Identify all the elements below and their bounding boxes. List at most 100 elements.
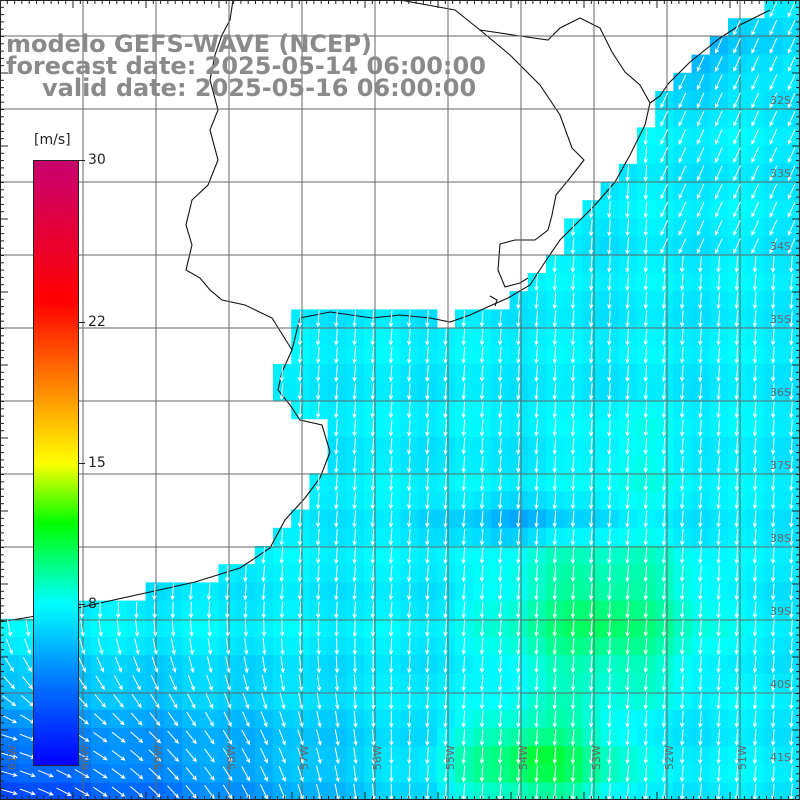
wind-arrow	[588, 292, 594, 310]
wind-arrow	[770, 547, 776, 565]
wind-arrow	[789, 583, 794, 601]
wind-arrow	[752, 274, 758, 292]
wind-arrow	[425, 328, 430, 346]
wind-arrow	[787, 147, 796, 164]
wind-arrow	[461, 510, 466, 528]
wind-arrow	[588, 765, 594, 783]
wind-arrow	[661, 547, 667, 565]
wind-arrow	[770, 765, 776, 783]
wind-arrow	[769, 238, 778, 255]
wind-arrow	[479, 729, 485, 747]
wind-arrow	[570, 601, 576, 619]
wind-arrow	[661, 656, 667, 674]
wind-arrow	[734, 565, 739, 583]
wind-arrow	[570, 219, 576, 237]
wind-arrow	[443, 456, 448, 474]
wind-arrow	[370, 510, 375, 528]
wind-arrow	[770, 674, 776, 692]
wind-arrow	[552, 456, 557, 474]
wind-arrow	[789, 765, 794, 783]
latitude-label: 41S	[770, 751, 791, 764]
wind-arrow	[479, 437, 485, 456]
wind-arrow	[534, 674, 539, 692]
longitude-label: 53W	[590, 745, 603, 770]
wind-arrow	[497, 656, 503, 674]
wind-arrow	[334, 492, 339, 510]
wind-arrow	[643, 383, 648, 401]
wind-arrow	[643, 474, 648, 492]
wind-arrow	[407, 674, 412, 692]
wind-arrow	[734, 365, 739, 383]
wind-arrow	[570, 565, 576, 583]
wind-arrow	[770, 729, 776, 747]
wind-arrow	[297, 510, 303, 528]
wind-arrow	[698, 492, 703, 510]
latitude-label: 35S	[770, 313, 791, 326]
wind-arrow	[625, 237, 630, 255]
wind-arrow	[678, 74, 687, 91]
colorbar-tick-label: 22	[88, 313, 106, 330]
wind-arrow	[406, 565, 412, 583]
wind-arrow	[479, 638, 485, 656]
wind-arrow	[516, 638, 521, 656]
wind-arrow	[752, 674, 758, 692]
wind-arrow	[316, 656, 322, 674]
wind-arrow	[734, 383, 739, 401]
wind-arrow	[261, 583, 266, 601]
wind-arrow	[607, 456, 612, 474]
wind-arrow	[789, 510, 794, 528]
wind-arrow	[751, 219, 760, 236]
wind-arrow	[279, 692, 286, 710]
wind-arrow	[170, 656, 177, 673]
wind-arrow	[679, 292, 685, 310]
wind-arrow	[678, 201, 687, 218]
wind-arrow	[715, 238, 723, 255]
wind-arrow	[734, 346, 739, 365]
wind-arrow	[534, 419, 539, 437]
wind-arrow	[678, 128, 687, 145]
wind-arrow	[56, 769, 72, 778]
wind-arrow	[787, 128, 796, 145]
wind-arrow	[787, 183, 796, 200]
wind-arrow	[152, 638, 158, 656]
wind-arrow	[552, 474, 557, 492]
wind-arrow	[370, 401, 375, 419]
wind-arrow	[97, 601, 103, 619]
wind-arrow	[334, 729, 340, 747]
wind-arrow	[696, 183, 705, 200]
wind-arrow	[787, 56, 796, 73]
wind-arrow	[607, 365, 612, 383]
coastline	[0, 0, 771, 623]
wind-arrow	[679, 492, 685, 510]
wind-arrow	[661, 729, 667, 747]
wind-arrow	[151, 656, 159, 673]
wind-arrow	[479, 365, 485, 383]
wind-arrow	[715, 110, 723, 127]
wind-arrow	[625, 437, 630, 456]
wind-arrow	[388, 492, 394, 510]
wind-arrow	[552, 565, 557, 583]
wind-arrow	[534, 601, 539, 619]
wind-arrow	[769, 37, 778, 54]
wind-arrow	[734, 638, 739, 656]
wind-arrow	[370, 601, 375, 619]
colorbar-unit-label: [m/s]	[34, 132, 71, 148]
wind-arrow	[316, 692, 322, 710]
wind-arrow	[534, 619, 539, 638]
wind-arrow	[335, 710, 340, 728]
wind-arrow	[751, 56, 760, 73]
wind-arrow	[407, 765, 412, 783]
wind-arrow	[588, 201, 594, 219]
wind-arrow	[733, 238, 741, 255]
wind-arrow	[679, 510, 685, 528]
wind-arrow	[93, 750, 108, 761]
wind-arrow	[516, 656, 521, 674]
wind-arrow	[261, 601, 266, 619]
wind-arrow	[334, 437, 339, 456]
wind-arrow	[643, 328, 648, 346]
wind-arrow	[461, 692, 466, 710]
wind-arrow	[278, 747, 286, 764]
wind-arrow	[643, 365, 648, 383]
wind-arrow	[278, 765, 286, 782]
